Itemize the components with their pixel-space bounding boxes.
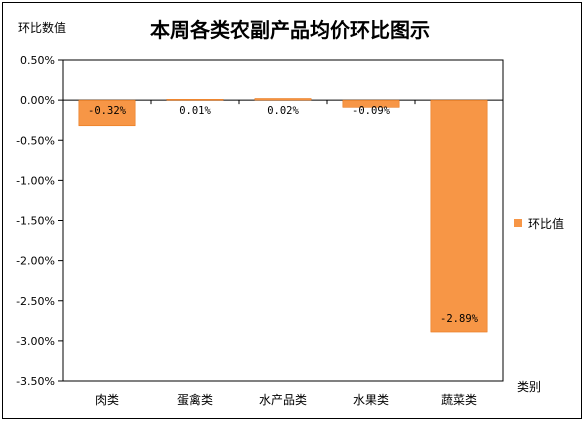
bar bbox=[166, 99, 224, 101]
y-tick-label: -1.00% bbox=[16, 174, 55, 187]
y-tick-label: -1.50% bbox=[16, 215, 55, 228]
data-label: 0.01% bbox=[179, 105, 211, 117]
bar bbox=[78, 99, 136, 127]
bar bbox=[254, 98, 312, 101]
y-tick-label: -2.50% bbox=[16, 295, 55, 308]
data-label: 0.02% bbox=[267, 105, 299, 117]
legend-swatch bbox=[514, 219, 522, 227]
category-label: 蔬菜类 bbox=[441, 393, 477, 407]
bar bbox=[342, 99, 400, 108]
data-label: -2.89% bbox=[440, 313, 479, 325]
y-tick-label: -0.50% bbox=[16, 134, 55, 147]
category-label: 蛋禽类 bbox=[177, 392, 213, 407]
category-label: 水产品类 bbox=[259, 393, 307, 407]
y-tick-label: -3.50% bbox=[16, 375, 55, 388]
category-label: 肉类 bbox=[95, 393, 119, 407]
category-label: 水果类 bbox=[353, 393, 389, 407]
y-tick-label: -2.00% bbox=[16, 255, 55, 268]
y-tick-label: -3.00% bbox=[16, 335, 55, 348]
y-axis-label: 环比数值 bbox=[18, 20, 66, 35]
bar bbox=[430, 99, 488, 333]
data-label: -0.32% bbox=[88, 105, 127, 117]
x-axis-label: 类别 bbox=[517, 380, 541, 394]
plot-area: 0.50% 0.00% -0.50% -1.00% -1.50% -2.00% -2.50%… bbox=[16, 54, 504, 407]
data-label: -0.09% bbox=[352, 105, 391, 117]
chart-title: 本周各类农副产品均价环比图示 bbox=[150, 18, 430, 42]
legend: 环比值 bbox=[514, 216, 564, 231]
y-tick-label: 0.50% bbox=[20, 54, 55, 67]
legend-label: 环比值 bbox=[528, 216, 564, 231]
y-tick-label: 0.00% bbox=[20, 94, 55, 107]
